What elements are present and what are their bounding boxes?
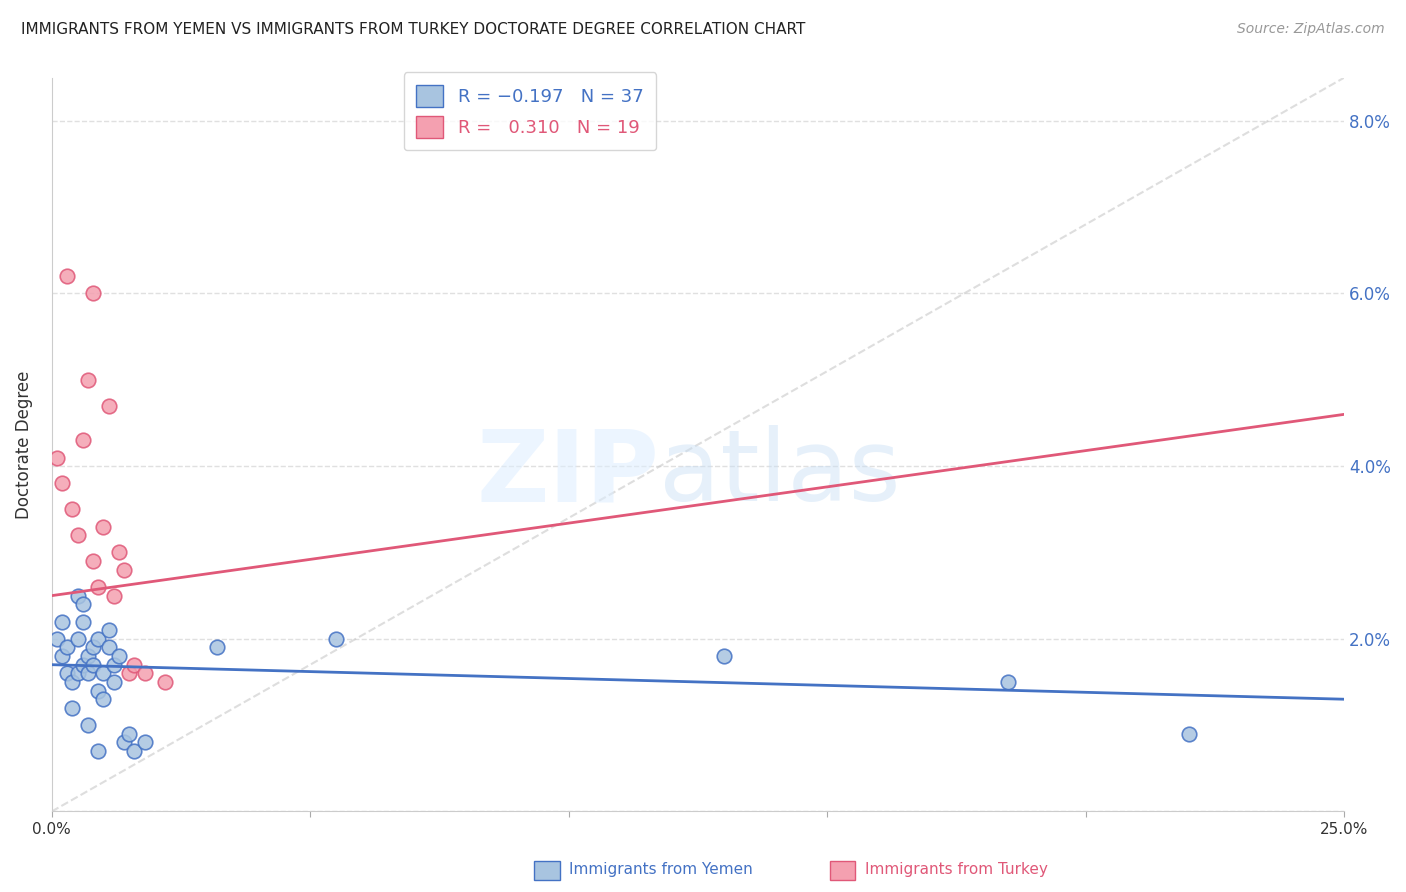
Point (77, 648, 100, 663)
Point (82, 554, 104, 568)
Point (77, 666, 100, 681)
Point (118, 727, 141, 741)
Point (45, 632, 67, 646)
Point (155, 675, 177, 690)
Text: Source: ZipAtlas.com: Source: ZipAtlas.com (1237, 22, 1385, 37)
Point (66, 632, 89, 646)
Point (103, 675, 125, 690)
Point (77, 373, 100, 387)
Point (87, 744, 110, 758)
Point (997, 675, 1019, 690)
Point (51, 648, 73, 663)
Point (325, 632, 347, 646)
Point (108, 545, 131, 559)
Text: IMMIGRANTS FROM YEMEN VS IMMIGRANTS FROM TURKEY DOCTORATE DEGREE CORRELATION CHA: IMMIGRANTS FROM YEMEN VS IMMIGRANTS FROM… (21, 22, 806, 37)
Point (205, 640, 228, 655)
Point (97, 399, 120, 413)
Point (51, 615, 73, 629)
Text: Immigrants from Turkey: Immigrants from Turkey (865, 863, 1047, 877)
Point (103, 589, 125, 603)
Point (56, 666, 79, 681)
Point (82, 286, 104, 301)
Point (66, 528, 89, 542)
Point (134, 735, 156, 749)
Text: Immigrants from Yemen: Immigrants from Yemen (569, 863, 754, 877)
Point (93, 519, 115, 533)
Point (124, 657, 146, 672)
Point (118, 666, 141, 681)
Y-axis label: Doctorate Degree: Doctorate Degree (15, 370, 32, 519)
Point (112, 735, 135, 749)
Point (87, 683, 110, 698)
Point (72, 615, 94, 629)
Point (93, 692, 115, 706)
Text: atlas: atlas (659, 425, 901, 523)
Point (82, 640, 104, 655)
Point (112, 563, 135, 577)
Point (66, 666, 89, 681)
Point (56, 269, 79, 284)
Point (62, 675, 84, 690)
Point (97, 623, 120, 637)
Point (108, 648, 131, 663)
Point (72, 657, 94, 672)
Point (124, 744, 146, 758)
Point (72, 434, 94, 448)
Point (97, 640, 120, 655)
Point (45, 450, 67, 465)
Point (66, 589, 89, 603)
Point (1178, 727, 1201, 741)
Point (77, 718, 100, 732)
Legend: R = −0.197   N = 37, R =   0.310   N = 19: R = −0.197 N = 37, R = 0.310 N = 19 (404, 72, 657, 151)
Point (103, 657, 125, 672)
Point (134, 666, 156, 681)
Point (51, 476, 73, 491)
Point (72, 597, 94, 611)
Point (713, 648, 735, 663)
Point (93, 666, 115, 681)
Point (56, 640, 79, 655)
Point (62, 502, 84, 516)
Point (87, 580, 110, 594)
Text: ZIP: ZIP (477, 425, 659, 523)
Point (82, 657, 104, 672)
Point (62, 701, 84, 715)
Point (87, 632, 110, 646)
